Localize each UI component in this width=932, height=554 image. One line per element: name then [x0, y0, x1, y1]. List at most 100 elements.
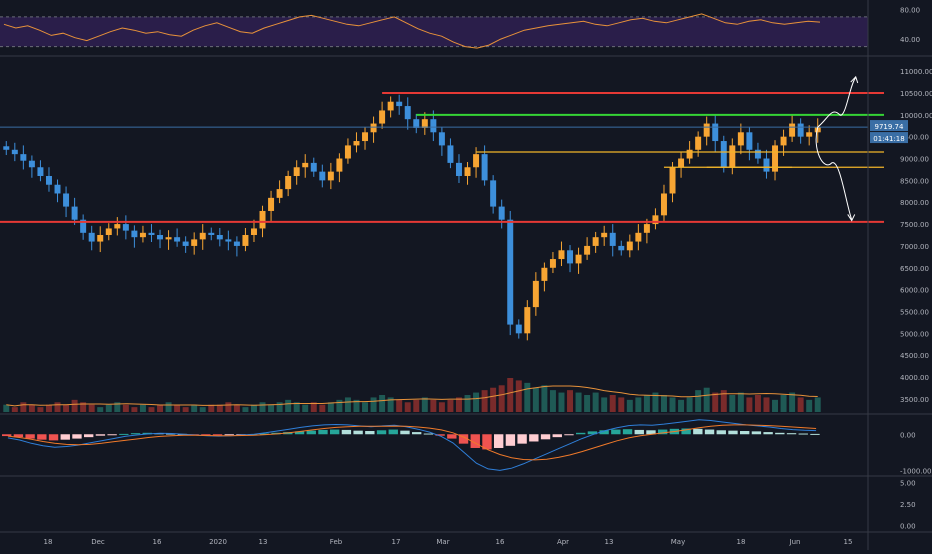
price-tick-label: 3500.00	[900, 396, 929, 404]
volume-bar	[259, 402, 266, 412]
volume-bar	[695, 390, 702, 412]
candle-body	[430, 119, 437, 133]
bullish-projection-arrow	[817, 77, 857, 128]
bullish-arrow-head	[850, 75, 859, 84]
volume-bar	[541, 385, 548, 412]
candle-body	[336, 158, 343, 172]
candle-body	[678, 158, 685, 168]
macd-histogram-bar	[704, 429, 715, 435]
candle-body	[105, 228, 112, 235]
candle-body	[276, 189, 283, 198]
macd-histogram-bar	[810, 433, 820, 435]
candle-body	[97, 235, 104, 242]
macd-histogram-bar	[529, 434, 539, 442]
candle-body	[464, 167, 471, 176]
candle-body	[165, 237, 172, 240]
time-tick-label: 13	[259, 538, 268, 546]
macd-histogram-bar	[552, 434, 562, 438]
candle-body	[353, 141, 360, 146]
candle-body	[387, 101, 394, 111]
volume-bar	[754, 395, 761, 412]
volume-bar	[208, 404, 215, 412]
signal-line	[7, 424, 817, 461]
time-tick-label: 16	[153, 538, 162, 546]
price-tick-label: 9000.00	[900, 156, 929, 164]
candle-body	[712, 123, 719, 142]
volume-bar	[276, 402, 283, 412]
macd-histogram-bar	[25, 434, 35, 439]
macd-histogram-bar	[400, 430, 410, 435]
volume-bar	[618, 397, 625, 412]
candle-body	[780, 136, 787, 146]
price-tick-label: 5500.00	[900, 308, 929, 316]
candle-body	[413, 119, 420, 128]
candle-body	[643, 224, 650, 233]
macd-histogram-bar	[693, 428, 703, 435]
volume-bar	[532, 387, 539, 412]
candle-body	[729, 145, 736, 168]
price-tick-label: 7500.00	[900, 221, 929, 229]
candle-body	[54, 184, 61, 194]
time-tick-label: Feb	[330, 538, 343, 546]
candle-body	[122, 224, 129, 231]
rsi-tick-label: 40.00	[900, 36, 920, 44]
macd-histogram-bar	[611, 429, 621, 435]
volume-bar	[336, 399, 343, 412]
candle-body	[447, 145, 454, 163]
candle-body	[11, 149, 18, 155]
candle-body	[268, 197, 275, 211]
macd-histogram-bar	[786, 433, 797, 435]
volume-bar	[182, 407, 189, 412]
time-tick-label: 17	[392, 538, 401, 546]
volume-bar	[609, 395, 616, 412]
candle-body	[71, 206, 78, 220]
macd-histogram-bar	[751, 431, 762, 435]
time-axis[interactable]: 18 Dec 16 2020 13 Feb 17 Mar 16 Apr 13 May 18 Jun 15	[44, 538, 853, 546]
macd-histogram-bar	[412, 432, 422, 435]
volume-bar	[524, 382, 531, 412]
macd-histogram-bar	[48, 434, 59, 441]
volume-bar	[669, 397, 676, 412]
volume-bar	[131, 407, 138, 412]
time-tick-label: 13	[605, 538, 614, 546]
macd-histogram-bar	[576, 432, 586, 435]
lower-tick-label: 2.50	[900, 501, 916, 509]
price-pane[interactable]	[0, 75, 884, 341]
candle-body	[28, 160, 35, 168]
volume-bar	[199, 407, 206, 412]
candle-body	[242, 235, 249, 246]
volume-bar	[575, 392, 582, 412]
price-tick-label: 7000.00	[900, 243, 929, 251]
countdown-label: 01:41:18	[873, 135, 904, 143]
candle-body	[80, 219, 87, 233]
volume-bar	[387, 397, 394, 412]
macd-histogram-bar	[119, 433, 129, 435]
macd-line	[7, 419, 817, 471]
candle-body	[199, 232, 206, 240]
time-tick-label: 18	[737, 538, 746, 546]
time-tick-label: 15	[844, 538, 853, 546]
candle-body	[754, 149, 761, 159]
candle-body	[208, 232, 215, 235]
volume-bar	[447, 399, 454, 412]
macd-histogram-bar	[763, 432, 773, 435]
candle-body	[3, 146, 10, 150]
candle-body	[225, 239, 232, 242]
volume-bar	[421, 397, 428, 412]
volume-bar	[652, 392, 659, 412]
macd-histogram-bar	[587, 431, 598, 435]
volume-bar	[720, 390, 727, 412]
candle-body	[455, 162, 462, 176]
price-tick-label: 6000.00	[900, 287, 929, 295]
candle-body	[20, 154, 27, 161]
volume-bar	[660, 395, 667, 412]
price-tick-label: 10500.00	[900, 90, 932, 98]
macd-histogram-bar	[423, 433, 434, 435]
volume-bar	[165, 402, 172, 412]
candle-body	[703, 123, 710, 137]
price-tick-label: 11000.00	[900, 68, 932, 76]
volume-bar	[11, 407, 18, 412]
